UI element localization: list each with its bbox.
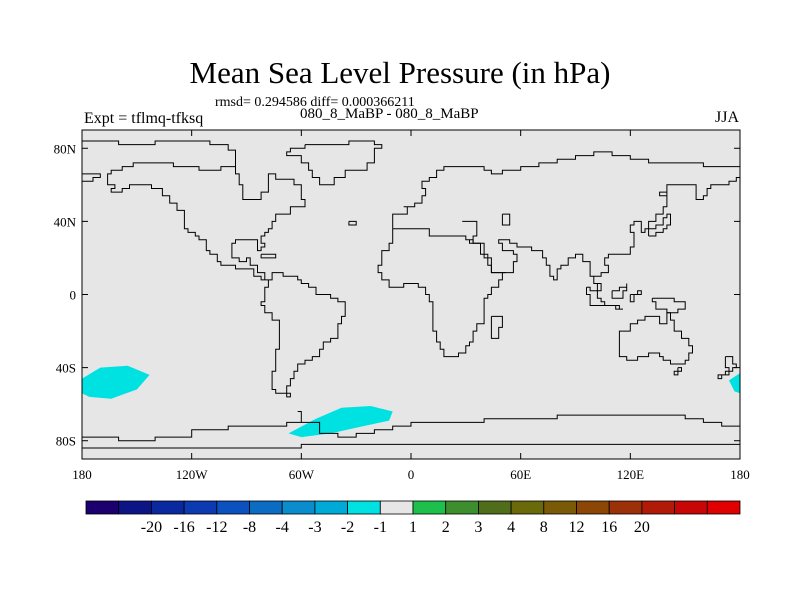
colorbar-swatch <box>216 500 250 515</box>
cases-label: 080_8_MaBP - 080_8_MaBP <box>300 106 479 122</box>
coastline-segment <box>392 151 740 229</box>
colorbar-label: -20 <box>141 519 162 536</box>
coastline-segment <box>629 290 642 303</box>
coastline-segment <box>82 173 101 182</box>
coastline-segment <box>260 253 277 259</box>
colorbar-label: 20 <box>634 519 650 536</box>
coastline-segment <box>604 305 623 310</box>
colorbar-swatch <box>543 500 577 515</box>
colorbar-swatch <box>576 500 610 515</box>
colorbar-label: -8 <box>243 519 256 536</box>
colorbar-swatch <box>118 500 152 515</box>
lon-tick-label: 180 <box>730 467 750 482</box>
coastline-segment <box>586 286 606 306</box>
coastline-segment <box>473 173 740 292</box>
coastline-segment <box>717 356 737 380</box>
weddell-sea-anomaly <box>288 406 393 438</box>
south-pacific-anomaly <box>82 365 150 399</box>
colorbar-label: 12 <box>569 519 585 536</box>
coastline-segment <box>651 297 686 314</box>
colorbar-swatch <box>347 500 381 515</box>
colorbar-swatch <box>641 500 676 515</box>
season-label: JJA <box>715 109 740 126</box>
colorbar-label: 16 <box>601 519 617 536</box>
coastline-segment <box>286 140 383 186</box>
coastline-segment <box>501 213 511 226</box>
coastline-segment <box>611 283 628 299</box>
anomaly-fills <box>82 365 740 438</box>
lon-tick-label: 60E <box>510 467 531 482</box>
coastline-segment <box>673 367 682 376</box>
lat-tick-label: 0 <box>70 288 77 303</box>
coastline-segment <box>618 312 693 365</box>
colorbar-swatch <box>608 500 643 515</box>
lat-tick-label: 80N <box>54 141 77 156</box>
coastline-segment <box>348 220 357 226</box>
coastline-segment <box>648 213 671 237</box>
page-title: Mean Sea Level Pressure (in hPa) <box>189 55 611 90</box>
colorbar-swatch <box>477 500 512 515</box>
colorbar-swatch <box>150 500 185 515</box>
axis-ticks: 80N 40N 0 40S 80S 180 120W 60W 0 60E 120E 180 <box>54 130 750 482</box>
coastline-segment <box>82 411 740 442</box>
colorbar-label: 4 <box>507 519 515 536</box>
lon-tick-label: 60W <box>289 467 315 482</box>
colorbar-swatch <box>314 500 348 515</box>
colorbar-label: 8 <box>540 519 548 536</box>
colorbar: -20 -16 -12 -8 -4 -3 -2 -1 1 2 3 4 8 12 16 20 <box>85 500 741 536</box>
coastlines <box>82 140 740 449</box>
lon-tick-label: 0 <box>408 467 415 482</box>
experiment-label: Expt = tflmq-tfksq <box>84 110 204 127</box>
lat-tick-label: 80S <box>56 434 76 449</box>
coastline-segment <box>82 140 346 398</box>
lon-tick-label: 180 <box>72 467 92 482</box>
colorbar-label: -12 <box>206 519 227 536</box>
colorbar-swatch <box>445 500 479 515</box>
colorbar-label: 3 <box>474 519 482 536</box>
colorbar-label: -2 <box>341 519 354 536</box>
colorbar-label: 1 <box>409 519 417 536</box>
colorbar-label: -4 <box>276 519 289 536</box>
east-edge-anomaly <box>729 373 740 394</box>
coastline-segment <box>490 315 503 339</box>
lat-tick-label: 40S <box>56 361 76 376</box>
lat-tick-label: 40N <box>54 214 77 229</box>
colorbar-label: -16 <box>173 519 194 536</box>
colorbar-label: -3 <box>308 519 321 536</box>
colorbar-swatch <box>249 500 283 515</box>
colorbar-label: -1 <box>374 519 387 536</box>
colorbar-swatch <box>85 500 120 515</box>
colorbar-swatch <box>379 500 414 515</box>
coastline-segment <box>462 220 478 244</box>
colorbar-label: 2 <box>442 519 450 536</box>
colorbar-swatch <box>183 500 218 515</box>
lon-tick-label: 120E <box>617 467 645 482</box>
colorbar-swatch <box>706 500 741 515</box>
colorbar-swatch <box>674 500 708 515</box>
coastline-segment <box>82 443 740 449</box>
lon-tick-label: 120W <box>176 467 209 482</box>
colorbar-swatch <box>281 500 316 515</box>
colorbar-swatch <box>412 500 447 515</box>
stats-label: rmsd= 0.294586 diff= 0.000366211 <box>215 95 415 110</box>
colorbar-swatch <box>510 500 545 515</box>
